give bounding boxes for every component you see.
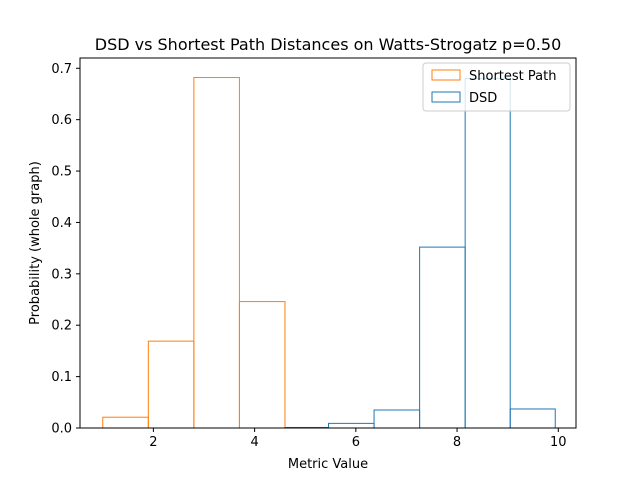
- chart-title: DSD vs Shortest Path Distances on Watts-…: [95, 35, 562, 54]
- plot-area: [102, 77, 556, 429]
- x-tick-label: 8: [453, 435, 461, 450]
- y-axis-ticks: 0.0 0.1 0.2 0.3 0.4 0.5 0.6 0.7: [51, 62, 80, 437]
- legend-label: DSD: [469, 91, 497, 106]
- bar: [373, 409, 421, 429]
- x-axis-label: Metric Value: [288, 457, 368, 472]
- axes-frame: [79, 57, 577, 429]
- x-tick-label: 6: [352, 435, 360, 450]
- y-tick-label: 0.1: [51, 370, 72, 385]
- bar: [419, 246, 466, 429]
- legend-swatch: [431, 69, 461, 81]
- bar: [147, 340, 195, 429]
- bar: [464, 78, 511, 429]
- y-tick-label: 0.5: [51, 165, 72, 180]
- x-tick-label: 4: [250, 435, 258, 450]
- series-dsd: [284, 78, 556, 429]
- x-axis-ticks: 2 4 6 8 10: [149, 428, 567, 450]
- bar: [509, 408, 556, 429]
- y-tick-label: 0.6: [51, 113, 72, 128]
- y-tick-label: 0.7: [51, 62, 72, 77]
- legend: Shortest Path DSD: [422, 62, 571, 112]
- y-tick-label: 0.4: [51, 216, 72, 231]
- series-shortest-path: [102, 77, 286, 429]
- y-axis-label: Probability (whole graph): [28, 161, 43, 325]
- bar: [328, 422, 375, 429]
- bar: [238, 301, 286, 429]
- x-tick-label: 2: [149, 435, 157, 450]
- y-tick-label: 0.2: [51, 319, 72, 334]
- y-tick-label: 0.0: [51, 422, 72, 437]
- legend-label: Shortest Path: [469, 69, 556, 84]
- x-tick-label: 10: [550, 435, 567, 450]
- bar: [102, 416, 149, 429]
- bar: [193, 77, 240, 429]
- legend-swatch: [431, 91, 461, 103]
- y-tick-label: 0.3: [51, 267, 72, 282]
